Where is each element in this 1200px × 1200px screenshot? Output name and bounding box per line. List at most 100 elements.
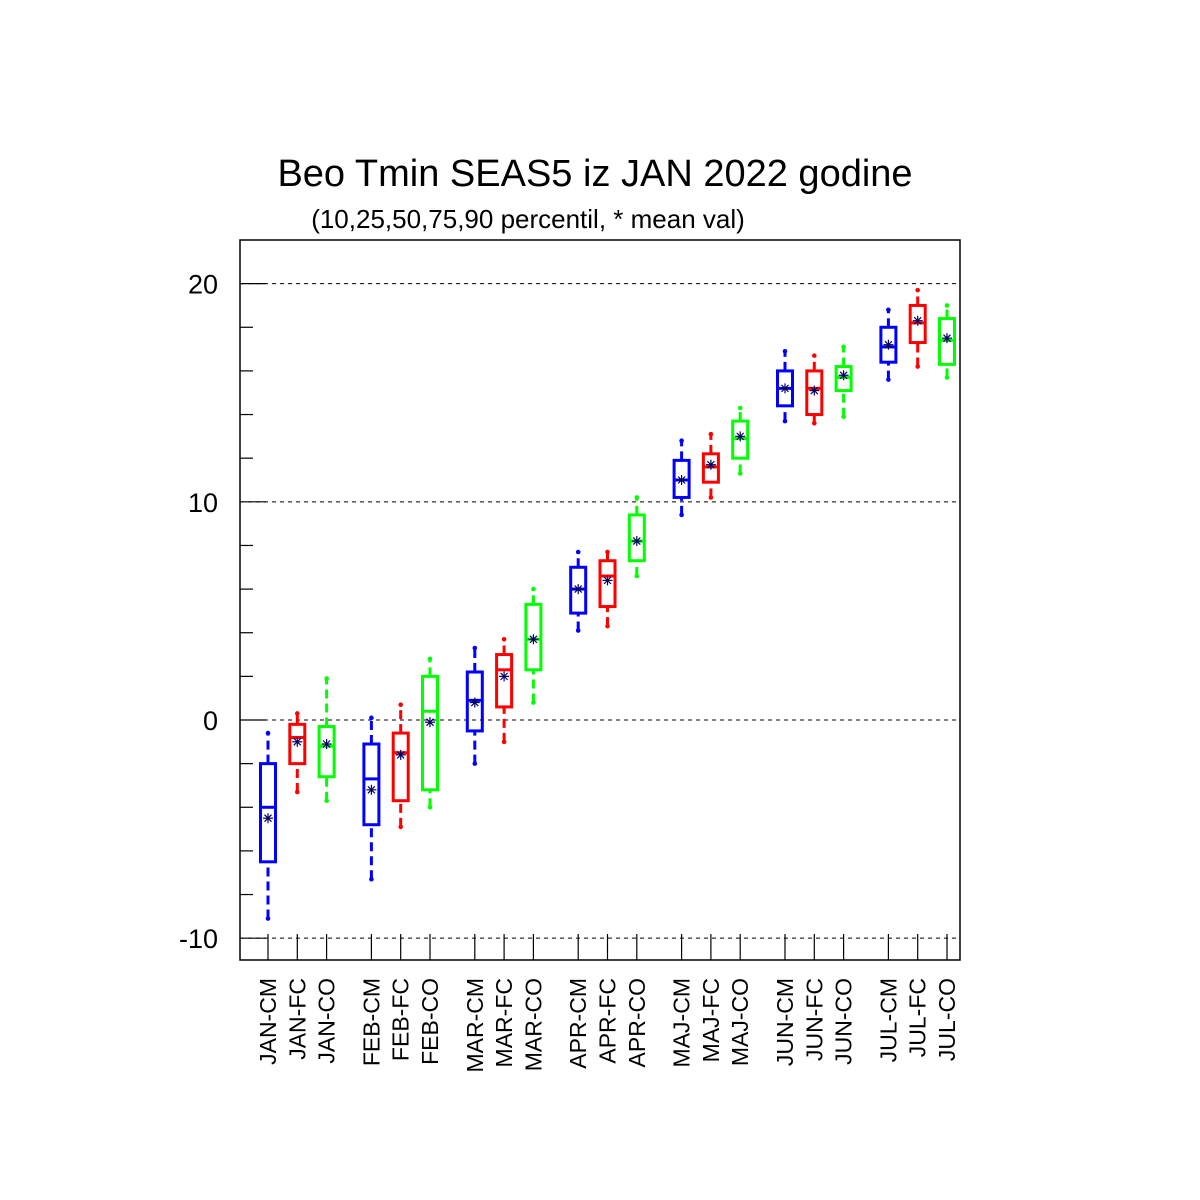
box-jun-co [834, 344, 853, 420]
y-tick-label: 10 [188, 488, 218, 518]
x-tick-label: JAN-FC [284, 978, 310, 1060]
p10-dot [944, 375, 950, 380]
iqr-box [259, 762, 277, 864]
plot-frame [239, 239, 961, 961]
x-tick-label: APR-CO [624, 978, 650, 1067]
p90-dot [398, 702, 404, 708]
x-tick-label: MAR-CM [462, 978, 488, 1073]
iqr-box [627, 513, 646, 563]
p90-dot [737, 405, 743, 411]
iqr-box [495, 653, 514, 709]
iqr-box [879, 325, 898, 364]
p10-dot [634, 573, 640, 579]
x-tick-label: JUL-CO [934, 978, 960, 1061]
box-feb-co [421, 656, 439, 810]
y-tick-label: 0 [203, 706, 218, 736]
p90-dot [369, 715, 374, 721]
y-tick-label: -10 [179, 924, 218, 954]
box-mar-fc [495, 636, 514, 745]
x-tick-label: FEB-CM [358, 978, 384, 1066]
iqr-box [288, 722, 307, 766]
chart-subtitle: (10,25,50,75,90 percentil, * mean val) [311, 204, 745, 234]
p90-dot [265, 730, 271, 736]
p10-dot [295, 789, 300, 795]
x-tick-label: JUL-CM [875, 978, 901, 1062]
p90-dot [427, 656, 433, 662]
p10-dot [782, 418, 788, 424]
box-feb-cm [362, 715, 381, 882]
p10-dot [369, 876, 374, 882]
iqr-box [317, 725, 336, 779]
box-jan-fc [288, 711, 307, 795]
p90-dot [501, 636, 507, 642]
p90-dot [886, 307, 891, 313]
x-tick-label: JUN-CO [831, 978, 857, 1065]
p90-dot [782, 348, 788, 354]
x-tick-label: FEB-CO [417, 978, 443, 1065]
x-tick-label: MAJ-CM [669, 978, 695, 1067]
box-mar-co [524, 586, 543, 705]
p90-dot [679, 438, 684, 444]
box-maj-cm [672, 438, 691, 518]
box-mar-cm [465, 645, 484, 766]
y-tick-label: 20 [188, 270, 218, 300]
p10-dot [575, 628, 581, 633]
box-jun-cm [776, 348, 794, 424]
p10-dot [324, 798, 329, 804]
x-tick-label: JUL-FC [905, 978, 931, 1057]
p90-dot [944, 303, 950, 308]
x-tick-label: MAR-FC [491, 978, 517, 1067]
box-maj-co [731, 405, 750, 476]
p90-dot [812, 353, 817, 358]
p10-dot [398, 824, 404, 830]
p10-dot [708, 495, 714, 500]
chart-title: Beo Tmin SEAS5 iz JAN 2022 godine [277, 153, 912, 195]
box-apr-cm [569, 549, 588, 633]
x-tick-label: APR-FC [595, 978, 621, 1064]
p90-dot [605, 549, 610, 555]
x-tick-label: MAJ-FC [698, 978, 724, 1062]
x-tick-label: FEB-FC [388, 978, 414, 1061]
box-apr-fc [598, 549, 617, 629]
p10-dot [679, 512, 684, 518]
p90-dot [634, 495, 640, 500]
p10-dot [737, 471, 743, 476]
iqr-box [391, 731, 410, 803]
iqr-box [362, 742, 381, 827]
box-jan-cm [259, 730, 277, 921]
box-maj-fc [701, 431, 720, 500]
iqr-box [598, 559, 617, 609]
x-tick-label: MAJ-CO [727, 978, 753, 1066]
p10-dot [605, 623, 610, 629]
box-apr-co [627, 495, 646, 579]
x-tick-label: JUN-CM [772, 978, 798, 1066]
x-tick-label: JAN-CO [314, 978, 340, 1064]
iqr-box [805, 369, 824, 417]
iqr-box [421, 674, 439, 792]
p10-dot [472, 761, 478, 766]
box-jan-co [317, 676, 336, 804]
p10-dot [427, 804, 433, 810]
p90-dot [295, 711, 300, 716]
box-jul-fc [908, 287, 927, 369]
x-tick-label: MAR-CO [520, 978, 546, 1071]
box-jul-cm [879, 307, 898, 382]
box-jun-fc [805, 353, 824, 426]
p10-dot [531, 700, 536, 705]
p90-dot [841, 344, 846, 350]
x-tick-label: JUN-FC [801, 978, 827, 1061]
p10-dot [501, 739, 507, 745]
p90-dot [324, 676, 329, 681]
box-feb-fc [391, 702, 410, 830]
p10-dot [265, 916, 271, 921]
p90-dot [708, 431, 714, 437]
x-tick-label: JAN-CM [255, 978, 281, 1065]
x-tick-label: APR-CM [565, 978, 591, 1069]
box-jul-co [938, 303, 956, 380]
iqr-box [524, 602, 543, 672]
p10-dot [886, 377, 891, 382]
p10-dot [841, 414, 846, 420]
p10-dot [812, 420, 817, 426]
p90-dot [472, 645, 478, 651]
